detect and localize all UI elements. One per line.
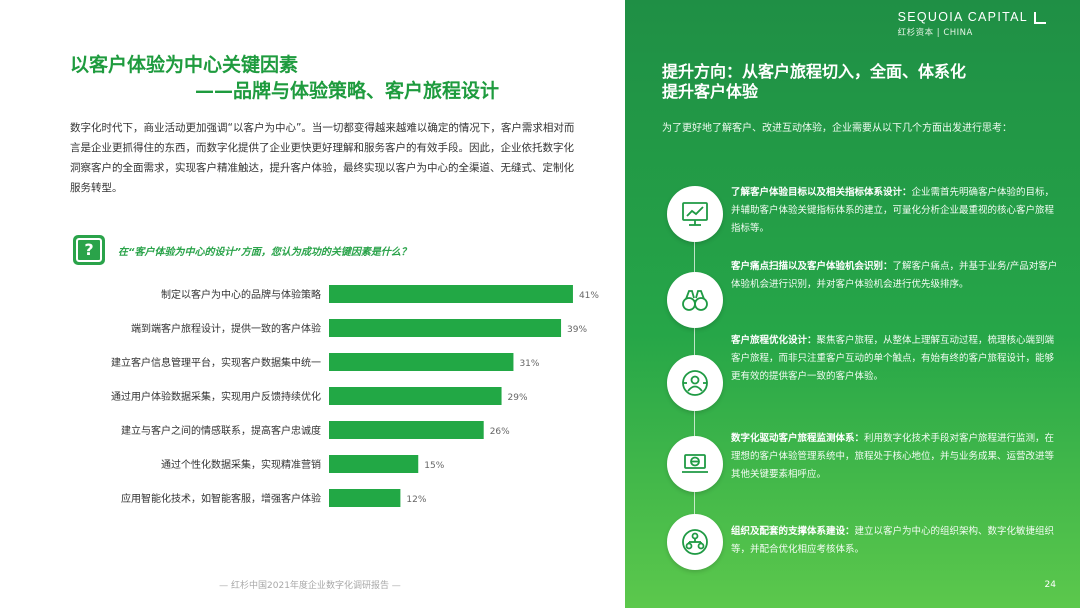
direction-item-4: 数字化驱动客户旅程监测体系：利用数字化技术手段对客户旅程进行监测，在理想的客户体… xyxy=(731,430,1061,484)
right-intro: 为了更好地了解客户、改进互动体验，企业需要从以下几个方面出发进行思考： xyxy=(662,123,1012,134)
item-text: 聚焦客户旅程，从整体上理解互动过程，梳理核心端到端客户旅程，而非只注重客户互动的… xyxy=(731,335,1055,382)
category-label: 端到端客户旅程设计，提供一致的客户体验 xyxy=(131,322,321,335)
item-heading: 客户旅程优化设计： xyxy=(731,335,817,346)
bar xyxy=(329,285,573,303)
category-label: 制定以客户为中心的品牌与体验策略 xyxy=(161,288,321,301)
footer-note: — 红杉中国2021年度企业数字化调研报告 — xyxy=(219,581,401,591)
right-title-line-2: 提升客户体验 xyxy=(662,82,759,101)
bar xyxy=(329,353,514,371)
title-line-2: ——品牌与体验策略、客户旅程设计 xyxy=(195,80,500,102)
chart-monitor-icon xyxy=(667,186,723,242)
bar xyxy=(329,421,484,439)
value-label: 12% xyxy=(406,495,426,505)
intro-paragraph: 数字化时代下，商业活动更加强调“以客户为中心”。当一切都变得越来越难以确定的情况… xyxy=(70,122,575,194)
item-heading: 客户痛点扫描以及客户体验机会识别： xyxy=(731,261,893,272)
survey-question: 在“客户体验为中心的设计”方面，您认为成功的关键因素是什么？ xyxy=(118,247,411,258)
category-label: 建立客户信息管理平台，实现客户数据集中统一 xyxy=(111,356,321,369)
sequoia-logo: SEQUOIA CAPITAL 红杉资本 | CHINA xyxy=(897,10,1046,38)
bar xyxy=(329,387,502,405)
logo-mark-icon xyxy=(1034,12,1046,24)
bar-chart: 制定以客户为中心的品牌与体验策略 41% 端到端客户旅程设计，提供一致的客户体验 39… xyxy=(111,285,599,507)
value-label: 26% xyxy=(490,427,510,437)
organization-icon xyxy=(667,514,723,570)
laptop-globe-icon xyxy=(667,436,723,492)
logo-text: SEQUOIA CAPITAL xyxy=(897,10,1028,24)
category-label: 建立与客户之间的情感联系，提高客户忠诚度 xyxy=(121,424,321,437)
item-text: 利用数字化技术手段对客户旅程进行监测，在理想的客户体验管理系统中，旅程处于核心地… xyxy=(731,433,1055,480)
value-label: 31% xyxy=(519,359,539,369)
right-title: 提升方向：从客户旅程切入，全面、体系化 提升客户体验 xyxy=(662,62,966,102)
logo-subtext: 红杉资本 | CHINA xyxy=(897,28,973,38)
category-label: 应用智能化技术，如智能客服，增强客户体验 xyxy=(121,492,321,505)
bar xyxy=(329,455,419,473)
item-text: 企业需首先明确客户体验的目标，并辅助客户体验关键指标体系的建立，可量化分析企业最… xyxy=(731,187,1055,234)
left-panel: 以客户体验为中心关键因素 ——品牌与体验策略、客户旅程设计 数字化时代下，商业活… xyxy=(70,52,600,591)
direction-item-1: 了解客户体验目标以及相关指标体系设计：企业需首先明确客户体验的目标，并辅助客户体… xyxy=(731,184,1061,238)
item-heading: 数字化驱动客户旅程监测体系： xyxy=(731,433,865,444)
question-icon: ? xyxy=(73,235,105,265)
item-heading: 了解客户体验目标以及相关指标体系设计： xyxy=(731,187,912,198)
customer-globe-icon xyxy=(667,355,723,411)
page-number: 24 xyxy=(1044,580,1056,590)
value-label: 29% xyxy=(508,393,528,403)
item-heading: 组织及配套的支撑体系建设： xyxy=(731,526,855,537)
direction-item-2: 客户痛点扫描以及客户体验机会识别：了解客户痛点，并基于业务/产品对客户体验机会进… xyxy=(731,258,1061,294)
bar xyxy=(329,319,562,337)
right-title-line-1: 提升方向：从客户旅程切入，全面、体系化 xyxy=(662,62,967,81)
direction-item-5: 组织及配套的支撑体系建设：建立以客户为中心的组织架构、数字化敏捷组织等，并配合优… xyxy=(731,523,1061,559)
category-label: 通过用户体验数据采集，实现用户反馈持续优化 xyxy=(111,390,321,403)
title-line-1: 以客户体验为中心关键因素 xyxy=(70,54,299,76)
value-label: 41% xyxy=(579,291,599,301)
category-label: 通过个性化数据采集，实现精准营销 xyxy=(161,458,321,471)
direction-item-3: 客户旅程优化设计：聚焦客户旅程，从整体上理解互动过程，梳理核心端到端客户旅程，而… xyxy=(731,332,1061,386)
right-panel: SEQUOIA CAPITAL 红杉资本 | CHINA 提升方向：从客户旅程切… xyxy=(625,0,1080,608)
item-text: 建立以客户为中心的组织架构、数字化敏捷组织等，并配合优化相应考核体系。 xyxy=(731,526,1055,555)
value-label: 15% xyxy=(424,461,444,471)
page-title: 以客户体验为中心关键因素 ——品牌与体验策略、客户旅程设计 xyxy=(70,52,499,104)
binoculars-icon xyxy=(667,272,723,328)
bar xyxy=(329,489,401,507)
question-mark: ? xyxy=(76,238,102,262)
value-label: 39% xyxy=(567,325,587,335)
item-text: 了解客户痛点，并基于业务/产品对客户体验机会进行识别，并对客户体验机会进行优先级… xyxy=(731,261,1058,290)
